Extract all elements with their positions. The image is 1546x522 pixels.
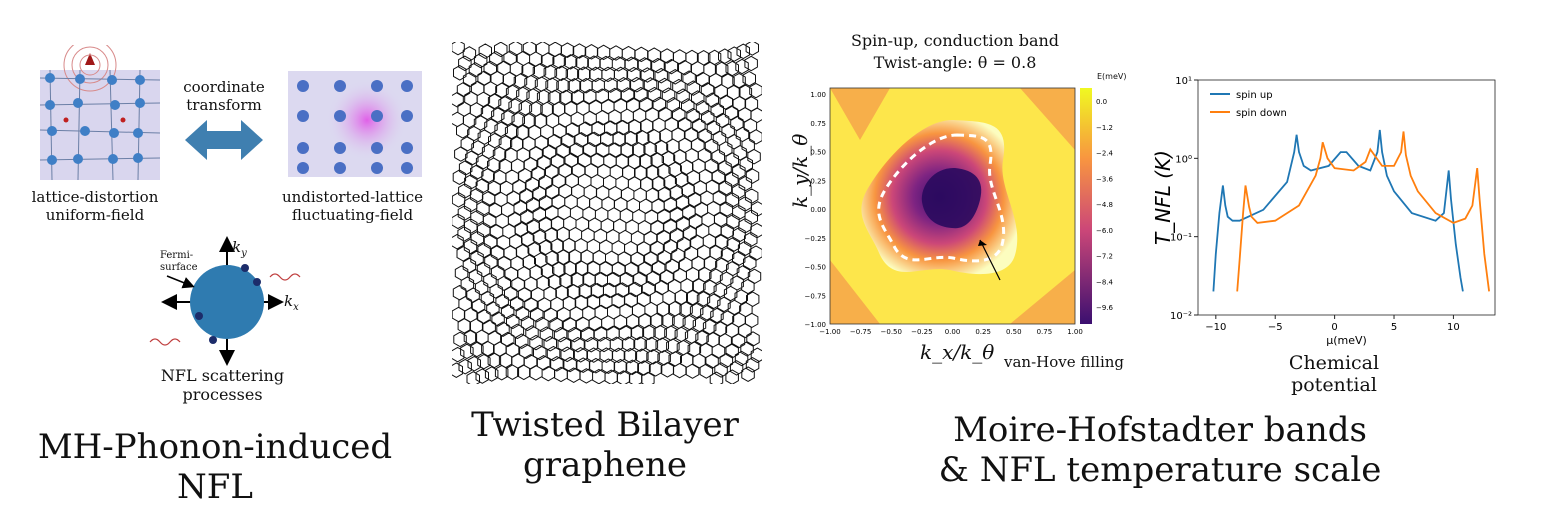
panel2-caption: Twisted Bilayer graphene [440,405,770,485]
kx-sub: x [293,302,299,313]
heatmap-ytick-label: −0.75 [805,292,826,300]
ky-label: ky [232,238,247,259]
panel1-caption: MH-Phonon-induced NFL [37,427,393,507]
fermi-label-line-2: surface [160,262,198,273]
left-lattice-label: lattice-distortion uniform-field [10,188,180,224]
colorbar-tick-label: −7.2 [1096,253,1113,261]
series-line-1 [1236,131,1490,292]
y-tick-label: 10⁻² [1170,311,1192,322]
heatmap-ytick-label: −0.50 [805,264,826,272]
hexagon-mesh [452,42,762,384]
y-tick-label: 10⁰ [1175,154,1192,165]
heatmap-ytick-label: 0.00 [810,206,826,214]
colorbar-tick-label: −1.2 [1096,124,1113,132]
process-label-line-1: NFL scattering [160,366,285,385]
panel2-caption-line-2: graphene [522,445,688,485]
distorted-lattice-illustration [39,45,161,180]
heatmap-ylabel: k_y/k_θ [788,133,812,208]
panel2-caption-line-1: Twisted Bilayer [471,405,739,445]
panel-phonon-nfl: coordinate transform lattice-distortion … [0,0,440,522]
arrow-label-line-2: transform [186,96,262,114]
colorbar-label: E(meV) [1097,72,1127,81]
plot-frame [1197,79,1496,316]
colorbar-tick-label: −9.6 [1096,304,1114,312]
colorbar-tick-label: −8.4 [1096,278,1114,286]
heatmap-xtick-label: 0.25 [975,328,991,336]
left-label-line-2: uniform-field [45,206,145,224]
heatmap-xtick-label: −0.50 [881,328,902,336]
van-hove-annotation: van-Hove filling [1004,353,1125,371]
panel-band-heatmap: Spin-up, conduction band Twist-angle: θ … [770,0,1150,400]
colorbar-tick-label: −3.6 [1096,175,1114,183]
nfl-process-label: NFL scattering processes [135,366,310,404]
heatmap-ytick-label: 0.75 [810,120,826,128]
ky-letter: k [232,238,242,256]
heatmap-title-line-1: Spin-up, conduction band [850,31,1060,50]
heatmap-ytick-label: −0.25 [805,235,826,243]
heatmap-ytick-label: −1.00 [805,321,826,329]
fermi-surface-label: Fermi- surface [160,250,198,274]
colorbar-tick-label: 0.0 [1096,98,1107,106]
hexagon-cells [452,42,762,384]
process-label-line-2: processes [182,385,263,404]
heatmap-title-line-2: Twist-angle: θ = 0.8 [873,53,1037,72]
transform-arrow-icon [185,120,263,160]
right-label-line-1: undistorted-lattice [281,188,424,206]
y-axis-label: T_NFL (K) [1151,150,1175,245]
heatmap-xtick-label: −0.75 [850,328,871,336]
undistorted-lattice-illustration [288,71,422,177]
x-axis-label: μ(meV) [1326,334,1367,347]
heatmap-xtick-label: 0.50 [1006,328,1022,336]
left-label-line-1: lattice-distortion [31,188,159,206]
heatmap-ytick-label: 0.25 [810,177,826,185]
heatmap-ytick-label: 0.50 [810,149,826,157]
legend-label-1: spin down [1236,108,1287,119]
y-tick-label: 10⁻¹ [1170,233,1192,244]
x-tick-label: 10 [1447,322,1460,333]
panel-tnfl-chart: −10 −5 0 5 10 10¹ 10⁰ 10⁻¹ 10⁻² μ(meV) T_NFL (K) sp… [1150,0,1546,400]
kx-label: kx [284,292,299,313]
heatmap-xtick-label: 0.75 [1037,328,1053,336]
colorbar-tick-label: −4.8 [1096,201,1113,209]
x-tick-label: −10 [1205,322,1226,333]
kx-letter: k [284,292,294,310]
band-energy-heatmap: 1.00 0.75 0.50 0.25 0.00 −0.25 −0.50 −0.75 −1.00… [805,87,1114,336]
right-caption-line-2: & NFL temperature scale [938,450,1382,490]
right-caption-line-1: Moire-Hofstadter bands [953,410,1367,450]
heatmap-xtick-label: 1.00 [1067,328,1083,336]
panel-twisted-bilayer: Twisted Bilayer graphene [440,0,770,522]
heatmap-title: Spin-up, conduction band Twist-angle: θ … [805,30,1105,74]
ky-sub: y [241,248,247,259]
heatmap-xtick-label: 0.00 [945,328,961,336]
x-tick-label: 0 [1331,322,1337,333]
heatmap-xtick-label: −1.00 [819,328,840,336]
fermi-surface-diagram [149,236,301,366]
colorbar-tick-label: −2.4 [1096,150,1114,158]
right-lattice-label: undistorted-lattice fluctuating-field [270,188,435,224]
tnfl-line-chart: −10 −5 0 5 10 10¹ 10⁰ 10⁻¹ 10⁻² μ(meV) T_NFL (K) sp… [1151,76,1496,347]
y-tick-label: 10¹ [1175,76,1192,87]
moire-lattice-image [452,42,762,384]
arrow-label: coordinate transform [165,78,283,114]
heatmap-ytick-label: 1.00 [810,91,826,99]
x-tick-label: −5 [1268,322,1283,333]
right-caption: Moire-Hofstadter bands & NFL temperature… [880,410,1440,490]
arrow-label-line-1: coordinate [183,78,265,96]
right-label-line-2: fluctuating-field [291,206,414,224]
legend-label-0: spin up [1236,90,1273,101]
x-tick-label: 5 [1391,322,1397,333]
chart-caption-below: Chemical potential [1288,352,1380,396]
fermi-label-line-1: Fermi- [160,250,194,261]
heatmap-xlabel: k_x/k_θ [920,340,995,364]
colorbar-tick-label: −6.0 [1096,227,1113,235]
heatmap-xtick-label: −0.25 [911,328,932,336]
